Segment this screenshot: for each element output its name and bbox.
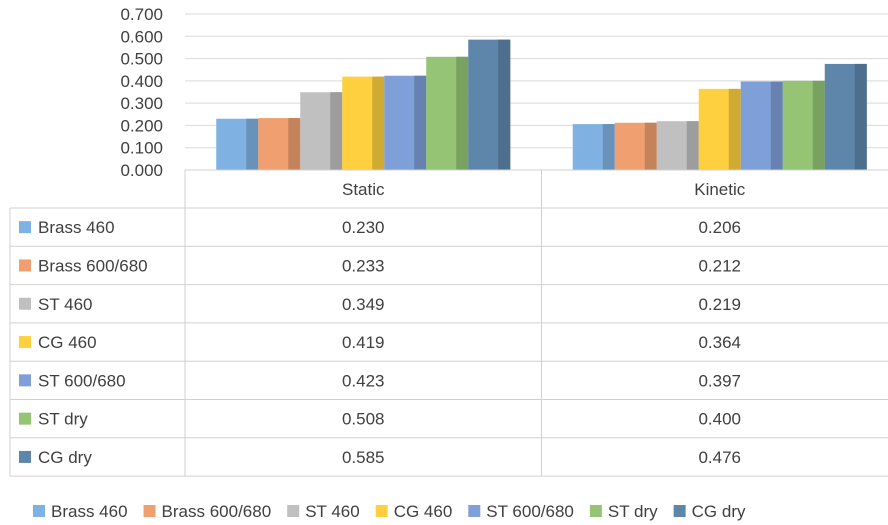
y-tick-label: 0.300: [120, 94, 163, 113]
table-row-label: ST dry: [38, 410, 88, 429]
legend-entry: Brass 600/680: [162, 502, 272, 521]
bar-shade: [728, 88, 741, 170]
legend-entry: CG dry: [692, 502, 746, 521]
bar-shade: [246, 118, 259, 170]
y-tick-label: 0.100: [120, 139, 163, 158]
table-row-label: Brass 600/680: [38, 256, 148, 275]
category-label: Static: [342, 180, 385, 199]
table-legend-swatch: [19, 450, 31, 463]
data-label: 0.233: [342, 256, 385, 275]
legend-entry: CG 460: [394, 502, 453, 521]
legend-swatch: [673, 505, 686, 517]
table-legend-swatch: [19, 259, 31, 272]
bar-shade: [372, 76, 385, 170]
legend-swatch: [468, 505, 481, 517]
data-label: 0.349: [342, 295, 385, 314]
bar-shade: [644, 122, 657, 170]
data-label: 0.397: [698, 371, 741, 390]
bar-shade: [288, 118, 301, 170]
table-row-label: ST 600/680: [38, 371, 126, 390]
legend-entry: Brass 460: [51, 502, 128, 521]
table-legend-swatch: [19, 412, 31, 425]
table-legend-swatch: [19, 336, 31, 349]
y-tick-label: 0.400: [120, 72, 163, 91]
legend-swatch: [33, 505, 45, 517]
bar-shade: [330, 92, 343, 170]
table-row-label: ST 460: [38, 295, 93, 314]
y-tick-label: 0.500: [120, 50, 163, 69]
data-label: 0.206: [698, 218, 741, 237]
legend: Brass 460 Brass 600/680 ST 460 CG 460 ST 600…: [33, 502, 746, 521]
table-row-label: CG dry: [38, 448, 92, 467]
data-label: 0.230: [342, 218, 385, 237]
legend-swatch: [375, 505, 388, 517]
data-table: Static Kinetic Brass 460 0.230 0.206 Brass 60…: [9, 169, 888, 477]
table-legend-swatch: [19, 221, 31, 234]
bar-shade: [854, 63, 867, 170]
legend-swatch: [143, 505, 156, 517]
bar-shade: [770, 81, 783, 170]
table-row-label: Brass 460: [38, 218, 115, 237]
category-label: Kinetic: [694, 180, 746, 199]
y-tick-label: 0.700: [120, 5, 163, 24]
legend-entry: ST 460: [305, 502, 360, 521]
data-label: 0.585: [342, 448, 385, 467]
data-label: 0.423: [342, 371, 385, 390]
legend-swatch: [589, 505, 602, 517]
table-legend-swatch: [19, 297, 31, 310]
y-tick-label: 0.600: [120, 27, 163, 46]
data-label: 0.400: [698, 410, 741, 429]
bar-shade: [686, 121, 699, 170]
data-label: 0.212: [698, 256, 741, 275]
legend-entry: ST 600/680: [486, 502, 574, 521]
legend-entry: ST dry: [608, 502, 658, 521]
y-axis-ticks: 0.000 0.100 0.200 0.300 0.400 0.500 0.600 0.700: [120, 5, 163, 180]
bar-shade: [414, 75, 427, 170]
bar-shade: [812, 80, 825, 170]
y-tick-label: 0.000: [120, 161, 163, 180]
bar-shade: [602, 124, 615, 170]
bars: [216, 39, 867, 170]
data-label: 0.476: [698, 448, 741, 467]
data-label: 0.508: [342, 410, 385, 429]
data-label: 0.419: [342, 333, 385, 352]
table-row-label: CG 460: [38, 333, 97, 352]
table-legend-swatch: [19, 374, 31, 387]
legend-swatch: [287, 505, 300, 517]
bar-shade: [498, 39, 511, 170]
data-label: 0.219: [698, 295, 741, 314]
y-tick-label: 0.200: [120, 116, 163, 135]
bar-shade: [456, 56, 469, 170]
data-label: 0.364: [698, 333, 741, 352]
